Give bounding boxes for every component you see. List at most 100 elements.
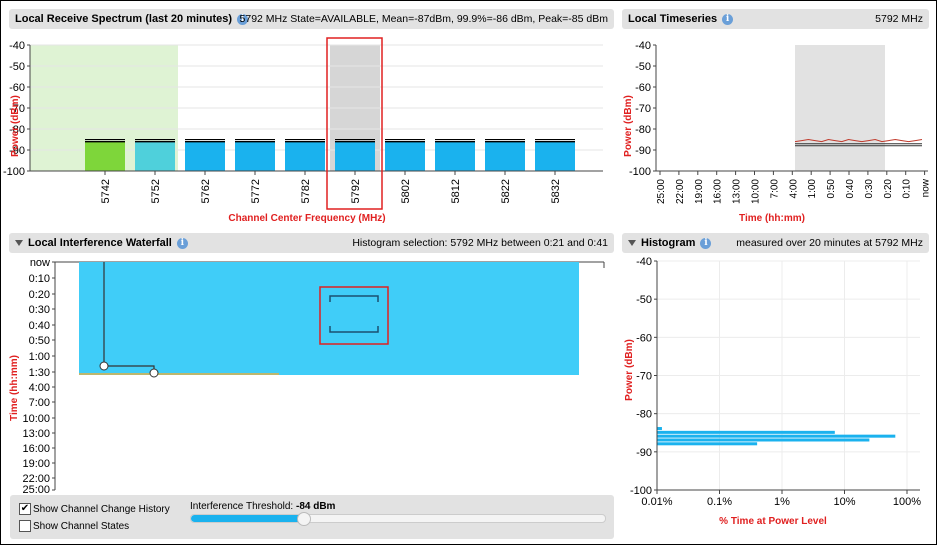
- timeseries-title: Local Timeseries: [628, 13, 718, 25]
- timeseries-line: [794, 138, 923, 143]
- threshold-slider[interactable]: [190, 512, 606, 526]
- info-icon[interactable]: i: [722, 13, 734, 25]
- y-tick-label: -90: [9, 145, 25, 157]
- spectrum-bar[interactable]: [485, 141, 525, 171]
- x-tick-label: 13:00: [732, 179, 743, 204]
- x-tick-label: 10:00: [751, 179, 762, 204]
- histogram-bar[interactable]: [657, 427, 662, 431]
- y-tick-label: -100: [630, 485, 652, 497]
- timeseries-selection-shade: [795, 45, 885, 171]
- x-tick-label: 19:00: [694, 179, 705, 204]
- threshold-slider-fill: [191, 515, 303, 522]
- histogram-ylabel: Power (dBm): [624, 339, 635, 401]
- spectrum-bar[interactable]: [135, 141, 175, 171]
- y-tick-label: -80: [9, 124, 25, 136]
- x-tick-label: 0:40: [845, 179, 856, 199]
- histogram-bar[interactable]: [657, 438, 870, 442]
- x-tick-label: 25:00: [656, 179, 667, 204]
- y-tick-label: -70: [9, 103, 25, 115]
- threshold-label: Interference Threshold: -84 dBm: [190, 501, 336, 512]
- selection-highlight-box: [319, 286, 389, 345]
- channel-change-marker[interactable]: [149, 368, 159, 378]
- selected-channel-highlight[interactable]: [326, 37, 383, 210]
- y-tick-label: -80: [635, 124, 651, 136]
- x-tick-label: 5822: [500, 179, 512, 203]
- histogram-chart[interactable]: -40 -50 -60 -70 -80 -90 -100 0.01% 0.1% 1% 10% 100…: [624, 256, 921, 527]
- x-tick-label: 16:00: [713, 179, 724, 204]
- info-icon[interactable]: i: [176, 237, 188, 249]
- y-tick-label: -50: [9, 61, 25, 73]
- histogram-bar[interactable]: [657, 442, 758, 446]
- histogram-xlabel: % Time at Power Level: [719, 516, 827, 527]
- spectrum-bar[interactable]: [235, 141, 275, 171]
- show-channel-states-checkbox[interactable]: [19, 520, 31, 532]
- waterfall-title: Local Interference Waterfall: [28, 237, 172, 249]
- timeseries-header: Local Timeseries i 5792 MHz: [622, 9, 929, 29]
- waterfall-heatmap[interactable]: [79, 262, 579, 375]
- threshold-value: -84 dBm: [296, 501, 336, 512]
- y-tick-label: -90: [636, 447, 652, 459]
- y-tick-label: 22:00: [22, 473, 50, 485]
- x-tick-label: 4:00: [788, 179, 799, 199]
- y-tick-label: -40: [635, 40, 651, 52]
- x-tick-label: now: [921, 178, 932, 197]
- spectrum-bar[interactable]: [85, 141, 125, 171]
- histogram-selection-bracket[interactable]: [329, 295, 379, 333]
- waterfall-controls: ✔ Show Channel Change History Show Chann…: [10, 495, 614, 539]
- y-tick-label: -80: [636, 409, 652, 421]
- timeseries-xlabel: Time (hh:mm): [739, 213, 805, 224]
- y-tick-label: -90: [635, 145, 651, 157]
- spectrum-status: 5792 MHz State=AVAILABLE, Mean=-87dBm, 9…: [239, 13, 608, 25]
- spectrum-chart[interactable]: -40 -50 -60 -70 -80 -90 -100 5742 5752 5762 5772 5…: [3, 37, 603, 224]
- y-tick-label: 0:20: [29, 289, 50, 301]
- x-tick-label: 5832: [550, 179, 562, 203]
- spectrum-bar[interactable]: [535, 141, 575, 171]
- y-tick-label: 0:30: [29, 304, 50, 316]
- x-tick-label: 5742: [100, 179, 112, 203]
- x-tick-label: 0:30: [864, 179, 875, 199]
- x-tick-label: 1%: [774, 496, 790, 508]
- y-tick-label: -100: [3, 166, 25, 178]
- spectrum-bar[interactable]: [335, 141, 375, 171]
- y-tick-label: now: [30, 257, 50, 269]
- timeseries-freq: 5792 MHz: [875, 13, 923, 25]
- show-channel-states-label[interactable]: Show Channel States: [33, 521, 130, 532]
- y-tick-label: 1:00: [29, 351, 50, 363]
- channel-change-marker[interactable]: [99, 361, 109, 371]
- x-tick-label: 22:00: [675, 179, 686, 204]
- y-tick-label: 25:00: [22, 484, 50, 496]
- x-tick-label: 5752: [150, 179, 162, 203]
- y-tick-label: 13:00: [22, 428, 50, 440]
- x-tick-label: 5802: [400, 179, 412, 203]
- y-tick-label: -50: [635, 61, 651, 73]
- spectrum-bar[interactable]: [185, 141, 225, 171]
- x-tick-label: 0.1%: [707, 496, 732, 508]
- histogram-header[interactable]: Histogram i measured over 20 minutes at 5…: [622, 233, 929, 253]
- histogram-bar[interactable]: [657, 434, 896, 438]
- spectrum-bar[interactable]: [435, 141, 475, 171]
- y-tick-label: -100: [629, 166, 651, 178]
- timeseries-chart[interactable]: -40 -50 -60 -70 -80 -90 -100 25:00 22:00 19:00 16…: [623, 40, 932, 224]
- y-tick-label: -50: [636, 294, 652, 306]
- timeseries-ylabel: Power (dBm): [623, 95, 634, 157]
- spectrum-bar[interactable]: [285, 141, 325, 171]
- waterfall-chart[interactable]: now 0:10 0:20 0:30 0:40 0:50 1:00 1:30 4:00 7:00 1…: [9, 257, 605, 496]
- y-tick-label: 10:00: [22, 413, 50, 425]
- show-channel-change-history-checkbox[interactable]: ✔: [19, 503, 31, 515]
- y-tick-label: 7:00: [29, 397, 50, 409]
- x-tick-label: 1:00: [807, 179, 818, 199]
- spectrum-bar[interactable]: [385, 141, 425, 171]
- histogram-bar[interactable]: [657, 430, 835, 434]
- collapse-icon[interactable]: [628, 240, 636, 247]
- show-channel-change-history-label[interactable]: Show Channel Change History: [33, 504, 170, 515]
- info-icon[interactable]: i: [700, 237, 712, 249]
- threshold-slider-handle[interactable]: [296, 512, 311, 526]
- waterfall-selection: Histogram selection: 5792 MHz between 0:…: [352, 237, 608, 249]
- y-tick-label: 4:00: [29, 382, 50, 394]
- info-icon[interactable]: i: [237, 13, 249, 25]
- waterfall-header[interactable]: Local Interference Waterfall i Histogram …: [9, 233, 614, 253]
- x-tick-label: 5812: [450, 179, 462, 203]
- collapse-icon[interactable]: [15, 240, 23, 247]
- y-tick-label: -70: [636, 371, 652, 383]
- x-tick-label: 0.01%: [641, 496, 672, 508]
